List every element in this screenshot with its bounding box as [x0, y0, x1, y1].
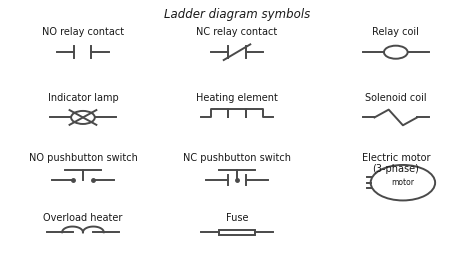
Text: NC relay contact: NC relay contact: [196, 27, 278, 37]
Text: NO relay contact: NO relay contact: [42, 27, 124, 37]
Text: Solenoid coil: Solenoid coil: [365, 93, 427, 103]
Text: Overload heater: Overload heater: [43, 213, 123, 223]
Text: Indicator lamp: Indicator lamp: [47, 93, 118, 103]
Text: NC pushbutton switch: NC pushbutton switch: [183, 153, 291, 163]
Text: Relay coil: Relay coil: [373, 27, 419, 37]
Text: Fuse: Fuse: [226, 213, 248, 223]
Text: motor: motor: [392, 178, 414, 187]
Text: Electric motor
(3-phase): Electric motor (3-phase): [362, 153, 430, 174]
Bar: [219, 230, 255, 235]
Text: Heating element: Heating element: [196, 93, 278, 103]
Text: Ladder diagram symbols: Ladder diagram symbols: [164, 8, 310, 21]
Text: NO pushbutton switch: NO pushbutton switch: [28, 153, 137, 163]
